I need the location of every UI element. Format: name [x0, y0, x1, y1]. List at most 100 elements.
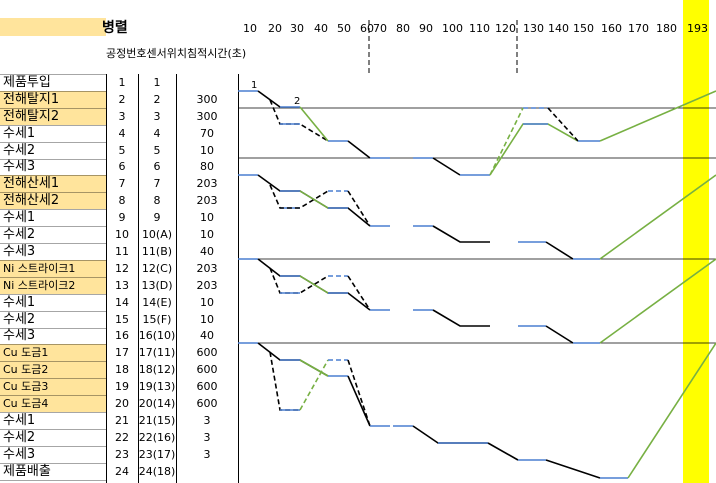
dwell-time: 300	[196, 92, 218, 106]
process-number: 19	[115, 380, 129, 394]
table-row-divider	[0, 192, 106, 194]
process-number: 18	[115, 363, 129, 377]
axis-tick-label: 140	[548, 22, 569, 35]
process-name: 수세2	[3, 142, 36, 158]
process-number: 9	[118, 211, 126, 225]
process-number: 2	[118, 92, 126, 106]
transfer-path	[432, 225, 490, 243]
return-path	[599, 90, 716, 142]
table-row-divider	[0, 175, 106, 177]
sensor-position: 19(13)	[138, 380, 176, 394]
process-table: 제품투입 1 1 전해탈지1 2 2 300 전해탈지2 3 3 300 수세1 4 4 70 수세2 5 5 10…	[0, 0, 239, 483]
process-number: 24	[115, 464, 129, 478]
axis-tick-label: 120	[495, 22, 516, 35]
process-number: 15	[115, 312, 129, 326]
sensor-position: 23(17)	[138, 447, 176, 461]
axis-tick-label: 60	[360, 22, 374, 35]
sensor-position: 7	[153, 177, 161, 191]
sensor-position: 13(D)	[141, 278, 173, 292]
sensor-position: 1	[153, 75, 161, 89]
process-name: 전해산세1	[0, 175, 106, 193]
dwell-time: 203	[196, 261, 218, 275]
table-row-divider	[0, 462, 106, 464]
dwell-time: 10	[200, 312, 214, 326]
sensor-position: 22(16)	[138, 430, 176, 444]
axis-tick-label: 110	[469, 22, 490, 35]
process-name: 전해탈지2	[0, 107, 106, 125]
table-row-divider	[0, 395, 106, 397]
dwell-time: 600	[196, 397, 218, 411]
table-row-divider	[0, 428, 106, 430]
dwell-time: 600	[196, 380, 218, 394]
table-row-divider	[0, 276, 106, 278]
process-number: 21	[115, 413, 129, 427]
process-name: Ni 스트라이크1	[0, 259, 106, 277]
table-row-divider	[0, 226, 106, 228]
sensor-position: 6	[153, 160, 161, 174]
transfer-path-alt	[347, 275, 371, 311]
process-number: 1	[118, 75, 126, 89]
marker-label: 1	[251, 80, 257, 91]
process-name: 수세3	[3, 159, 36, 175]
table-row-divider	[0, 445, 106, 447]
process-name: 수세2	[3, 429, 36, 445]
process-name: Cu 도금4	[0, 395, 106, 412]
sensor-position: 16(10)	[138, 329, 176, 343]
transfer-path	[487, 442, 519, 461]
transfer-path	[545, 459, 601, 479]
dwell-time	[176, 74, 238, 91]
process-number: 7	[118, 177, 126, 191]
table-column-divider	[138, 74, 139, 483]
timing-diagram: 12	[238, 20, 716, 479]
sensor-position: 2	[153, 92, 161, 106]
sensor-position: 12(C)	[141, 261, 173, 275]
table-row-divider	[0, 158, 106, 160]
transfer-path	[432, 157, 461, 176]
process-number: 16	[115, 329, 129, 343]
return-path	[627, 342, 716, 479]
title-highlight-cell	[0, 18, 106, 36]
table-row-divider	[0, 259, 106, 261]
sensor-position: 20(14)	[138, 397, 176, 411]
process-name: 수세1	[3, 125, 36, 141]
sensor-position: 11(B)	[141, 244, 173, 258]
axis-tick-label: 193	[687, 22, 708, 35]
dwell-time: 40	[200, 329, 214, 343]
sensor-position: 24(18)	[138, 464, 176, 478]
sensor-position: 15(F)	[142, 312, 172, 326]
process-name: 제품배출	[3, 463, 51, 479]
return-path	[299, 275, 329, 294]
transfer-path	[257, 90, 281, 108]
dwell-time: 80	[200, 160, 214, 174]
table-column-divider	[238, 74, 239, 483]
return-path	[599, 174, 716, 260]
dwell-time: 3	[203, 447, 211, 461]
sensor-position: 18(12)	[138, 363, 176, 377]
dwell-time: 3	[203, 430, 211, 444]
table-row-divider	[0, 310, 106, 312]
process-number: 22	[115, 430, 129, 444]
dwell-time: 600	[196, 363, 218, 377]
return-path	[299, 190, 329, 209]
axis-tick-label: 180	[656, 22, 677, 35]
process-name: 수세3	[3, 446, 36, 462]
table-row-divider	[0, 412, 106, 413]
process-name: 수세1	[3, 210, 36, 226]
dwell-time: 600	[196, 346, 218, 360]
return-path-alt	[489, 107, 524, 176]
process-number: 4	[118, 126, 126, 140]
sensor-position: 17(11)	[138, 346, 176, 360]
table-row-divider	[0, 141, 106, 143]
table-row-divider	[0, 74, 106, 75]
transfer-path	[432, 309, 490, 327]
axis-tick-label: 90	[419, 22, 433, 35]
axis-tick-label: 20	[268, 22, 282, 35]
table-row-divider	[0, 327, 106, 329]
process-number: 23	[115, 447, 129, 461]
process-name: 수세1	[3, 412, 36, 428]
table-row-divider	[0, 293, 106, 295]
dwell-time: 203	[196, 177, 218, 191]
transfer-path-alt	[269, 184, 329, 209]
process-number: 10	[115, 228, 129, 242]
